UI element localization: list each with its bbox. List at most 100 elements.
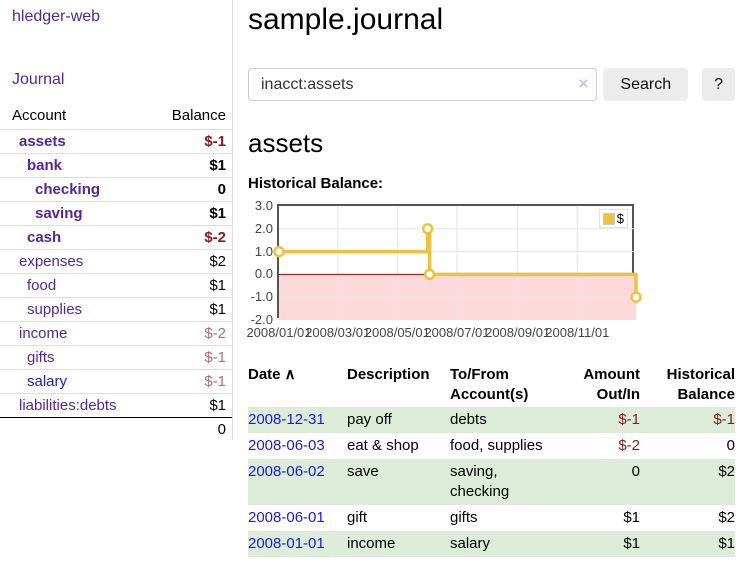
account-link[interactable]: supplies bbox=[27, 301, 82, 318]
search-form: × Search ? bbox=[248, 68, 735, 101]
y-axis-tick-label: 3.0 bbox=[238, 198, 273, 213]
main-content: sample.journal × Search ? assets Histori… bbox=[248, 0, 735, 557]
chart-canvas bbox=[279, 206, 636, 320]
account-total-row: 0 bbox=[0, 418, 232, 442]
account-table-body: assets$-1bank$1checking0saving$1cash$-2e… bbox=[0, 130, 232, 442]
balance-cell: $-1 bbox=[640, 407, 735, 433]
account-balance: $-1 bbox=[153, 346, 232, 370]
help-button[interactable]: ? bbox=[702, 68, 735, 101]
balance-column-header: Balance bbox=[153, 103, 232, 130]
balance-cell: $2 bbox=[640, 505, 735, 531]
account-link[interactable]: bank bbox=[27, 157, 62, 174]
clear-search-icon[interactable]: × bbox=[578, 74, 588, 94]
account-link[interactable]: assets bbox=[19, 133, 66, 150]
accounts-cell: gifts bbox=[450, 505, 562, 531]
table-row: 2008-12-31pay offdebts$-1$-1 bbox=[248, 407, 735, 433]
description-cell: pay off bbox=[347, 407, 450, 433]
account-balance: $1 bbox=[153, 298, 232, 322]
account-row: food$1 bbox=[0, 274, 232, 298]
date-link[interactable]: 2008-06-03 bbox=[248, 437, 325, 454]
account-row: expenses $2 bbox=[0, 250, 232, 274]
app-brand-link[interactable]: hledger-web bbox=[12, 8, 100, 26]
account-link[interactable]: salary bbox=[27, 373, 67, 390]
data-point-marker bbox=[423, 224, 432, 233]
y-axis-tick-label: 1.0 bbox=[238, 244, 273, 259]
amount-cell: $-1 bbox=[562, 407, 640, 433]
search-box: × bbox=[248, 68, 597, 101]
date-link[interactable]: 2008-06-01 bbox=[248, 509, 325, 526]
account-row: bank $1 bbox=[0, 154, 232, 178]
data-point-marker bbox=[425, 270, 434, 279]
data-point-marker bbox=[632, 293, 641, 302]
balance-cell: $2 bbox=[640, 459, 735, 505]
y-axis-tick-label: -1.0 bbox=[238, 289, 273, 304]
sidebar-item-journal[interactable]: Journal bbox=[12, 71, 64, 89]
search-input[interactable] bbox=[248, 68, 597, 101]
register-header-row: Date ∧DescriptionTo/From Account(s)Amoun… bbox=[248, 363, 735, 407]
account-balance: $2 bbox=[153, 250, 232, 274]
description-cell: income bbox=[347, 531, 450, 557]
table-row: 2008-01-01incomesalary$1$1 bbox=[248, 531, 735, 557]
sidebar: hledger-web Journal Account Balance asse… bbox=[0, 0, 233, 440]
accounts-cell: debts bbox=[450, 407, 562, 433]
chart-title: Historical Balance: bbox=[248, 175, 735, 192]
account-row: liabilities:debts $1 bbox=[0, 394, 232, 418]
accounts-cell: saving, checking bbox=[450, 459, 562, 505]
historical-balance-chart: 3.02.01.00.0-1.0-2.02008/01/012008/03/01… bbox=[277, 201, 735, 347]
date-link[interactable]: 2008-01-01 bbox=[248, 535, 325, 552]
account-link[interactable]: cash bbox=[27, 229, 61, 246]
column-header-date[interactable]: Date ∧ bbox=[248, 363, 347, 407]
column-header-amount: Amount Out/In bbox=[562, 363, 640, 407]
column-header-description: Description bbox=[347, 363, 450, 407]
account-balance: $1 bbox=[153, 202, 232, 226]
register-account-heading: assets bbox=[248, 128, 735, 159]
y-axis-tick-label: 0.0 bbox=[238, 266, 273, 281]
table-row: 2008-06-03eat & shopfood, supplies$-20 bbox=[248, 433, 735, 459]
account-balance: $1 bbox=[153, 394, 232, 418]
account-link[interactable]: checking bbox=[35, 181, 100, 198]
account-balance: $-1 bbox=[153, 370, 232, 394]
account-link[interactable]: income bbox=[19, 325, 67, 342]
amount-cell: 0 bbox=[562, 459, 640, 505]
account-link[interactable]: gifts bbox=[27, 349, 55, 366]
table-row: 2008-06-02 savesaving, checking0$2 bbox=[248, 459, 735, 505]
accounts-cell: salary bbox=[450, 531, 562, 557]
balance-cell: $1 bbox=[640, 531, 735, 557]
date-link[interactable]: 2008-12-31 bbox=[248, 411, 325, 428]
amount-cell: $1 bbox=[562, 531, 640, 557]
account-total-balance: 0 bbox=[153, 418, 232, 442]
description-cell: gift bbox=[347, 505, 450, 531]
account-row: cash $-2 bbox=[0, 226, 232, 250]
account-row: income $-2 bbox=[0, 322, 232, 346]
x-axis-tick-label: 2008/11/01 bbox=[535, 325, 619, 340]
legend-swatch-icon bbox=[603, 213, 615, 225]
account-balance: $-2 bbox=[153, 226, 232, 250]
search-button[interactable]: Search bbox=[603, 68, 688, 101]
account-row: gifts $-1 bbox=[0, 346, 232, 370]
accounts-cell: food, supplies bbox=[450, 433, 562, 459]
page-title: sample.journal bbox=[248, 3, 735, 37]
description-cell: eat & shop bbox=[347, 433, 450, 459]
register-table-body: 2008-12-31pay offdebts$-1$-12008-06-03ea… bbox=[248, 407, 735, 557]
table-row: 2008-06-01 giftgifts$1$2 bbox=[248, 505, 735, 531]
account-column-header: Account bbox=[0, 103, 153, 130]
account-balance: $-2 bbox=[153, 322, 232, 346]
chart-legend: $ bbox=[599, 209, 628, 228]
account-link[interactable]: saving bbox=[35, 205, 83, 222]
account-table-header-row: Account Balance bbox=[0, 103, 232, 130]
account-balance: $1 bbox=[153, 154, 232, 178]
account-row: salary $-1 bbox=[0, 370, 232, 394]
date-link[interactable]: 2008-06-02 bbox=[248, 463, 325, 480]
account-link[interactable]: expenses bbox=[19, 253, 83, 270]
description-cell: save bbox=[347, 459, 450, 505]
column-header-historical: Historical Balance bbox=[640, 363, 735, 407]
account-row: assets$-1 bbox=[0, 130, 232, 154]
amount-cell: $1 bbox=[562, 505, 640, 531]
amount-cell: $-2 bbox=[562, 433, 640, 459]
account-link[interactable]: liabilities:debts bbox=[19, 397, 117, 414]
chart-plot-area: 3.02.01.00.0-1.0-2.02008/01/012008/03/01… bbox=[277, 204, 634, 318]
account-link[interactable]: food bbox=[27, 277, 56, 294]
data-point-marker bbox=[275, 247, 284, 256]
account-row: supplies $1 bbox=[0, 298, 232, 322]
legend-label: $ bbox=[617, 211, 624, 226]
